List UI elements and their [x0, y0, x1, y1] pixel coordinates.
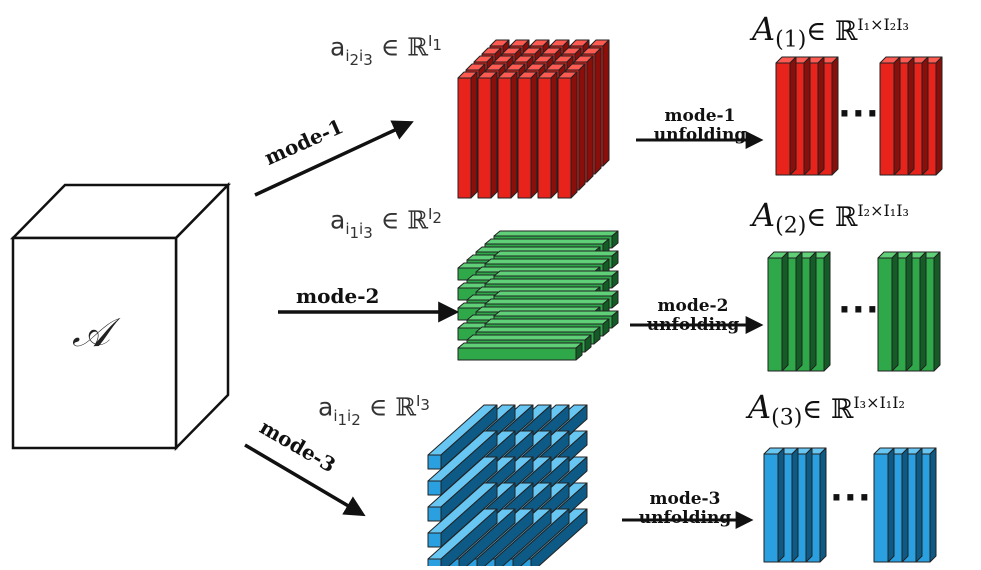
matrix-strip-side: [795, 251, 803, 372]
mode-2-unfolded-matrix: [767, 251, 941, 372]
matrix-strip-side: [901, 447, 909, 563]
mode-3-unfolding-label: mode-3 unfolding: [638, 489, 732, 528]
blue-fiber-front: [427, 454, 442, 470]
blue-fiber-front: [427, 506, 442, 522]
tensor-cube: [10, 181, 231, 452]
matrix-strip-side: [777, 447, 785, 563]
red-fiber-side: [550, 71, 558, 199]
green-fiber-top: [457, 342, 583, 349]
red-fiber-side: [570, 71, 578, 199]
mode-2-ellipsis: ···: [838, 290, 880, 330]
mode-3-unfolded-matrix: [763, 447, 937, 563]
matrix-strip-front: [775, 62, 791, 176]
mode-1-arrow: [254, 120, 414, 197]
red-fiber-front: [497, 77, 512, 199]
matrix-strip-front: [767, 257, 783, 372]
green-fiber-top: [493, 310, 619, 317]
matrix-strip-side: [789, 56, 797, 176]
red-fiber-side: [602, 39, 610, 167]
mode-2-fiber-tensor: [457, 230, 619, 361]
green-fiber-top: [484, 258, 610, 265]
matrix-strip-side: [919, 251, 927, 372]
blue-fiber-front: [427, 558, 442, 570]
matrix-strip-side: [823, 251, 831, 372]
matrix-strip-side: [809, 251, 817, 372]
blue-fiber-front: [427, 480, 442, 496]
green-fiber-top: [484, 318, 610, 325]
red-fiber-side: [578, 63, 586, 191]
green-fiber-top: [493, 270, 619, 277]
green-fiber-top: [484, 278, 610, 285]
tensor-symbol: 𝒜: [72, 310, 110, 356]
green-fiber-top: [493, 290, 619, 297]
green-fiber-top: [475, 326, 601, 333]
blue-fiber-front: [427, 532, 442, 548]
matrix-strip-front: [877, 257, 893, 372]
matrix-strip-side: [781, 251, 789, 372]
green-fiber-top: [493, 250, 619, 257]
red-fiber-front: [517, 77, 532, 199]
mode-2-unfolding-formula: A(2)∈ ℝI₂×I₁I₃: [752, 196, 909, 239]
matrix-strip-side: [929, 447, 937, 563]
mode-2-label: mode-2: [296, 284, 380, 308]
mode-1-ellipsis: ···: [838, 94, 880, 134]
matrix-strip-side: [887, 447, 895, 563]
green-fiber-top: [484, 238, 610, 245]
matrix-strip-side: [893, 56, 901, 176]
red-fiber-side: [530, 71, 538, 199]
matrix-strip-side: [803, 56, 811, 176]
mode-1-unfolded-matrix: [775, 56, 943, 176]
green-fiber-top: [493, 230, 619, 237]
matrix-strip-side: [907, 56, 915, 176]
matrix-strip-side: [921, 56, 929, 176]
red-fiber-side: [586, 55, 594, 183]
matrix-strip-side: [935, 56, 943, 176]
matrix-strip-side: [805, 447, 813, 563]
matrix-strip-side: [891, 251, 899, 372]
cube-front-face: [11, 236, 178, 450]
mode-2-fiber-label: ai1i3 ∈ ℝI2: [330, 205, 442, 243]
matrix-strip-side: [817, 56, 825, 176]
mode-1-unfolding-label: mode-1 unfolding: [653, 106, 747, 145]
green-fiber-top: [466, 334, 592, 341]
matrix-strip-side: [915, 447, 923, 563]
mode-1-fiber-label: ai2i3 ∈ ℝI1: [330, 32, 442, 70]
red-fiber-side: [510, 71, 518, 199]
red-fiber-side: [594, 47, 602, 175]
mode-2-unfolding-label: mode-2 unfolding: [646, 296, 740, 335]
red-fiber-side: [490, 71, 498, 199]
mode-1-unfolding-formula: A(1)∈ ℝI₁×I₂I₃: [752, 10, 909, 53]
matrix-strip-front: [879, 62, 895, 176]
mode-3-ellipsis: ···: [830, 478, 872, 518]
matrix-strip-front: [763, 453, 779, 563]
red-fiber-front: [477, 77, 492, 199]
red-fiber-front: [537, 77, 552, 199]
mode-3-fiber-tensor: [427, 404, 588, 570]
matrix-strip-side: [819, 447, 827, 563]
matrix-strip-side: [933, 251, 941, 372]
mode-3-fiber-label: ai1i2 ∈ ℝI3: [318, 392, 430, 430]
red-fiber-front: [457, 77, 472, 199]
matrix-strip-side: [905, 251, 913, 372]
green-fiber-top: [484, 298, 610, 305]
mode-3-arrow: [244, 443, 366, 517]
green-fiber-front: [457, 347, 577, 361]
red-fiber-front: [557, 77, 572, 199]
mode-1-fiber-tensor: [457, 39, 610, 199]
mode-3-unfolding-formula: A(3)∈ ℝI₃×I₁I₂: [748, 388, 905, 431]
red-fiber-side: [470, 71, 478, 199]
matrix-strip-front: [873, 453, 889, 563]
matrix-strip-side: [791, 447, 799, 563]
